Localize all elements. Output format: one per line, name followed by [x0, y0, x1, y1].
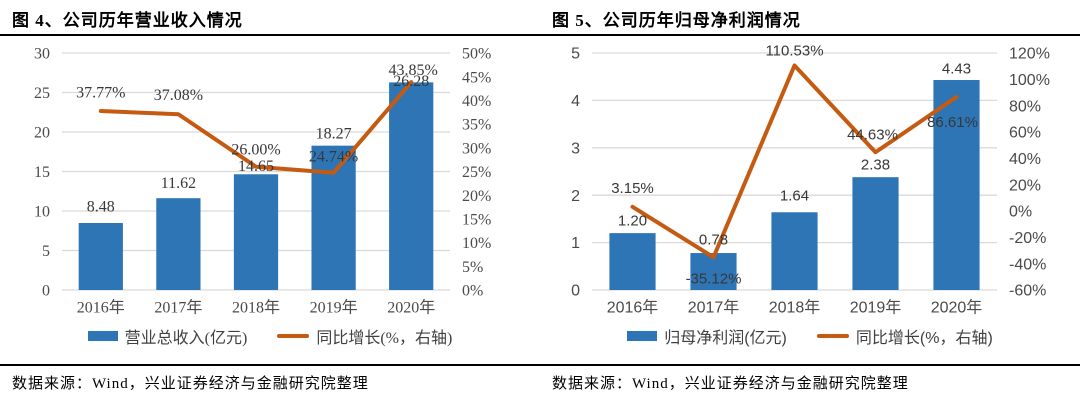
right-axis-tick-label: 50% — [462, 46, 491, 63]
bar-value-label: 4.43 — [942, 60, 971, 77]
x-axis-label: 2020年 — [387, 299, 435, 316]
left-axis-tick-label: 20 — [34, 125, 50, 142]
x-axis-label: 2018年 — [769, 299, 821, 316]
x-axis-label: 2016年 — [77, 299, 125, 316]
net-profit-bar-line-chart: 0 1 2 3 4 5 -60% -40% -20% 0% 20% 40% 60% 80% 100% 120%… — [571, 43, 1050, 316]
line-value-label: -35.12% — [686, 270, 742, 287]
x-axis-label: 2019年 — [850, 299, 902, 316]
bar — [78, 223, 123, 290]
left-axis-tick-label: 15 — [34, 164, 50, 181]
legend-label: 同比增长(%，右轴) — [316, 330, 453, 347]
right-axis-tick-label: 80% — [1009, 98, 1041, 115]
bar-series-swatch — [627, 331, 658, 341]
growth-line — [98, 80, 414, 175]
bar — [311, 145, 356, 290]
bar — [771, 212, 818, 290]
line-value-label: 24.74% — [309, 148, 358, 165]
line-value-label: 43.85% — [389, 62, 438, 79]
chart-legend: 归母净利润(亿元) 同比增长(%，右轴) — [540, 316, 1080, 356]
right-axis-tick-label: 0% — [462, 283, 483, 300]
left-axis-tick-label: 4 — [571, 93, 580, 110]
bar-value-label: 2.38 — [861, 156, 890, 173]
left-axis-tick-label: 1 — [571, 235, 580, 252]
left-axis-tick-label: 0 — [42, 283, 50, 300]
bar-value-label: 1.20 — [618, 212, 647, 229]
left-axis-tick-label: 10 — [34, 204, 50, 221]
line-value-label: 110.53% — [765, 43, 823, 60]
x-axis-label: 2019年 — [310, 299, 358, 316]
legend-item-line-series: 同比增长(%，右轴) — [816, 324, 993, 348]
right-axis-tick-label: 35% — [462, 117, 491, 134]
right-axis-tick-label: -40% — [1009, 256, 1046, 273]
legend-label: 归母净利润(亿元) — [664, 330, 787, 347]
right-axis-tick-label: 15% — [462, 212, 491, 229]
left-axis-tick-label: 0 — [571, 283, 580, 300]
right-axis-tick-label: 40% — [1009, 151, 1041, 168]
chart-title: 图 5、公司历年归母净利润情况 — [540, 0, 1080, 36]
bar-value-label: 8.48 — [87, 199, 115, 216]
right-axis-tick-label: -60% — [1009, 283, 1046, 300]
x-axis-label: 2020年 — [931, 299, 983, 316]
right-axis-tick-label: -20% — [1009, 230, 1046, 247]
left-axis-tick-label: 5 — [571, 46, 580, 63]
right-axis-tick-label: 5% — [462, 259, 483, 276]
chart-title: 图 4、公司历年营业收入情况 — [0, 0, 540, 36]
x-axis-label: 2017年 — [688, 299, 740, 316]
x-axis-label: 2016年 — [607, 299, 659, 316]
right-axis-tick-label: 30% — [462, 140, 491, 157]
bar — [156, 198, 201, 290]
bar-value-label: 1.64 — [780, 188, 809, 205]
left-axis-tick-label: 25 — [34, 85, 50, 102]
line-value-label: 26.00% — [231, 141, 280, 158]
right-axis-tick-label: 0% — [1009, 204, 1032, 221]
line-series-swatch — [277, 334, 310, 338]
bar — [233, 174, 279, 290]
bar-value-label: 26.28 — [393, 73, 429, 90]
bar-value-label: 14.65 — [238, 158, 274, 175]
left-axis-tick-label: 2 — [571, 188, 580, 205]
right-axis-tick-label: 100% — [1009, 72, 1050, 89]
growth-line — [630, 63, 959, 260]
bar-value-label: 11.62 — [161, 175, 196, 192]
line-value-label: 37.08% — [154, 87, 203, 104]
legend-label: 营业总收入(亿元) — [124, 330, 248, 347]
bar-series-swatch — [87, 331, 118, 341]
right-axis-tick-label: 60% — [1009, 125, 1041, 142]
legend-item-line-series: 同比增长(%，右轴) — [277, 324, 452, 348]
legend-item-bar-series: 归母净利润(亿元) — [627, 324, 787, 348]
bar — [609, 233, 656, 290]
legend-item-bar-series: 营业总收入(亿元) — [87, 324, 248, 348]
line-series-swatch — [816, 334, 849, 338]
line-value-label: 44.63% — [847, 126, 898, 143]
bar-value-label: 18.27 — [316, 125, 352, 142]
x-axis-label: 2018年 — [232, 299, 280, 316]
right-axis-tick-label: 20% — [462, 188, 491, 205]
revenue-bar-line-chart: 0 5 10 15 20 25 30 0% 5% 10% 15% 20% 25% 30% 35% 40% 45%… — [34, 46, 491, 316]
line-value-label: 86.61% — [927, 114, 978, 131]
right-axis-tick-label: 25% — [462, 164, 491, 181]
legend-label: 同比增长(%，右轴) — [855, 330, 993, 347]
bar — [389, 82, 434, 290]
figure-panel-net-profit: 图 5、公司历年归母净利润情况 0 1 2 3 4 5 -60% -40% -20% 0% 20% 4… — [540, 0, 1080, 402]
right-axis-tick-label: 40% — [462, 93, 491, 110]
line-value-label: 37.77% — [76, 85, 125, 102]
left-axis-tick-label: 5 — [42, 243, 50, 260]
right-axis-tick-label: 20% — [1009, 177, 1041, 194]
bar — [852, 177, 899, 290]
right-axis-tick-label: 120% — [1009, 46, 1050, 63]
figure-panel-revenue: 图 4、公司历年营业收入情况 0 5 10 15 20 25 30 0% 5% 10% 15% 20%… — [0, 0, 540, 393]
x-axis-label: 2017年 — [154, 299, 202, 316]
data-source-note: 数据来源：Wind，兴业证券经济与金融研究院整理 — [0, 364, 540, 393]
bar-value-label: 0.78 — [699, 231, 728, 248]
left-axis-tick-label: 3 — [571, 140, 580, 157]
right-axis-tick-label: 10% — [462, 235, 491, 252]
line-value-label: 3.15% — [611, 180, 654, 197]
right-axis-tick-label: 45% — [462, 69, 491, 86]
chart-legend: 营业总收入(亿元) 同比增长(%，右轴) — [0, 316, 540, 356]
bar — [933, 80, 980, 290]
data-source-note: 数据来源：Wind，兴业证券经济与金融研究院整理 — [540, 364, 1080, 393]
left-axis-tick-label: 30 — [34, 46, 50, 63]
